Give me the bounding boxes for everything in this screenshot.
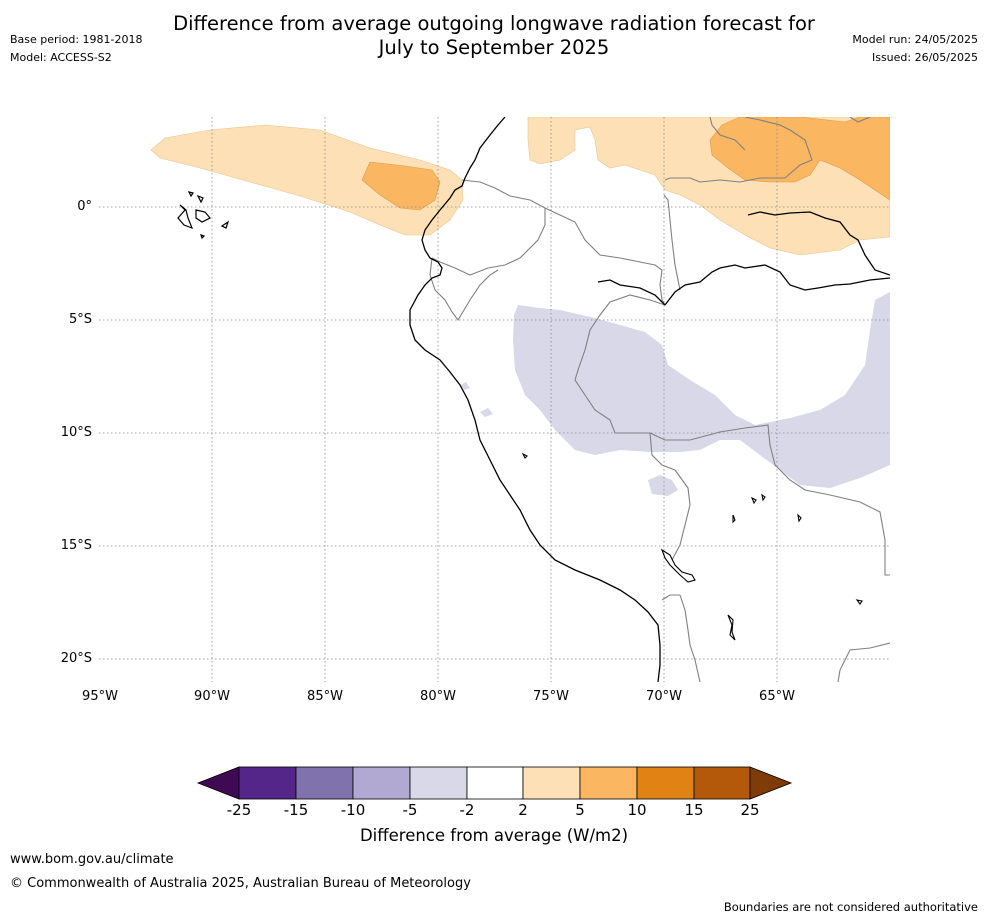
colorbar-seg-7	[579, 766, 638, 800]
country-borders	[429, 117, 890, 682]
colorbar-tick-label: 10	[627, 801, 647, 819]
model-run-date: Model run: 24/05/2025	[852, 33, 978, 46]
map-title: Difference from average outgoing longwav…	[0, 12, 988, 60]
lon-label-75w: 75°W	[533, 689, 569, 704]
anomaly-light-purple-speck-1	[480, 408, 493, 417]
lon-label-65w: 65°W	[759, 689, 795, 704]
colorbar-extend-low	[196, 766, 240, 800]
lat-label-10s: 10°S	[60, 425, 92, 440]
footer-disclaimer: Boundaries are not considered authoritat…	[723, 900, 978, 914]
lon-label-90w: 90°W	[194, 689, 230, 704]
lat-label-20s: 20°S	[60, 651, 92, 666]
colorbar-tick-label: -5	[402, 801, 418, 819]
anomaly-light-orange-pacific	[150, 124, 464, 236]
colorbar-seg-9	[693, 766, 751, 800]
title-line-1: Difference from average outgoing longwav…	[173, 12, 815, 35]
anomaly-light-purple-small	[648, 475, 678, 496]
lon-label-80w: 80°W	[420, 689, 456, 704]
anomaly-light-purple-speck-2	[461, 382, 470, 390]
lat-label-15s: 15°S	[60, 538, 92, 553]
base-period: Base period: 1981-2018	[10, 33, 143, 46]
meta-right: Model run: 24/05/2025 Issued: 26/05/2025	[852, 31, 978, 67]
colorbar-seg-4	[409, 766, 468, 800]
colorbar-tick-label: 2	[518, 801, 528, 819]
anomaly-mid-orange-pacific	[361, 161, 441, 211]
colorbar-seg-5	[466, 766, 524, 800]
colorbar-tick-label: -10	[340, 801, 366, 819]
colorbar-title: Difference from average (W/m2)	[359, 826, 629, 845]
lon-label-85w: 85°W	[307, 689, 343, 704]
colorbar-seg-8	[636, 766, 695, 800]
colorbar-tick-label: 25	[740, 801, 760, 819]
colorbar-tick-label: 15	[684, 801, 704, 819]
lon-label-70w: 70°W	[646, 689, 682, 704]
coastline	[409, 117, 890, 682]
colorbar-seg-6	[522, 766, 581, 800]
colorbar-extend-high	[749, 766, 793, 800]
title-line-2: July to September 2025	[378, 36, 610, 59]
colorbar-tick-label: -2	[459, 801, 475, 819]
lat-label-5s: 5°S	[68, 312, 92, 327]
colorbar-tick-label: -15	[283, 801, 309, 819]
lakes	[521, 452, 863, 641]
colorbar-seg-1	[238, 766, 297, 800]
meta-left: Base period: 1981-2018 Model: ACCESS-S2	[10, 31, 142, 67]
colorbar-seg-3	[352, 766, 411, 800]
model-name: Model: ACCESS-S2	[10, 51, 112, 64]
lat-label-0: 0°	[77, 199, 92, 214]
galapagos-islands	[177, 191, 230, 240]
colorbar-seg-2	[295, 766, 354, 800]
lon-label-95w: 95°W	[82, 689, 118, 704]
footer-url: www.bom.gov.au/climate	[10, 852, 174, 867]
colorbar	[196, 766, 793, 800]
footer-copyright: © Commonwealth of Australia 2025, Austra…	[10, 876, 471, 891]
issued-date: Issued: 26/05/2025	[871, 51, 978, 64]
colorbar-tick-label: -25	[226, 801, 252, 819]
colorbar-tick-label: 5	[575, 801, 585, 819]
anomaly-light-purple	[513, 292, 890, 488]
